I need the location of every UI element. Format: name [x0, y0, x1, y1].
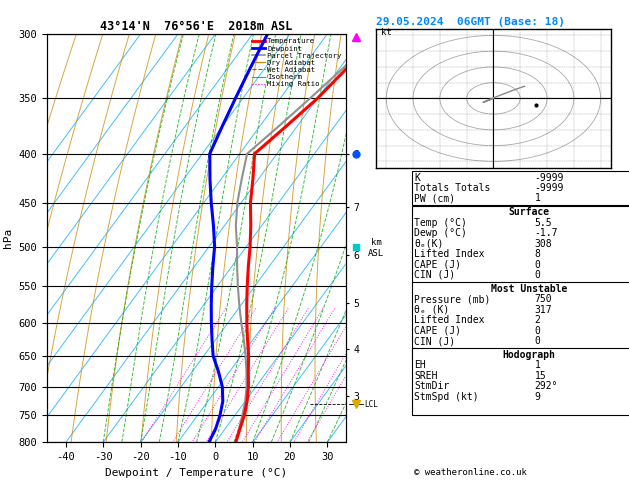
Text: 750: 750 [535, 294, 552, 304]
Text: 10: 10 [250, 442, 258, 447]
Title: 43°14'N  76°56'E  2018m ASL: 43°14'N 76°56'E 2018m ASL [101, 20, 292, 33]
Text: 6: 6 [225, 442, 229, 447]
Text: CAPE (J): CAPE (J) [414, 326, 461, 336]
Text: SREH: SREH [414, 371, 437, 381]
Text: 15: 15 [274, 442, 281, 447]
Text: 1: 1 [535, 193, 540, 204]
Text: Totals Totals: Totals Totals [414, 183, 490, 193]
Text: 1: 1 [140, 442, 143, 447]
Y-axis label: km
ASL: km ASL [368, 238, 384, 258]
Text: Lifted Index: Lifted Index [414, 249, 484, 259]
Text: StmDir: StmDir [414, 381, 449, 391]
Legend: Temperature, Dewpoint, Parcel Trajectory, Dry Adiabat, Wet Adiabat, Isotherm, Mi: Temperature, Dewpoint, Parcel Trajectory… [252, 37, 342, 88]
Text: 2: 2 [535, 315, 540, 325]
Text: θₑ(K): θₑ(K) [414, 239, 443, 249]
Text: 1: 1 [535, 361, 540, 370]
Text: 0: 0 [535, 326, 540, 336]
Text: Surface: Surface [509, 207, 550, 217]
Text: Hodograph: Hodograph [503, 350, 556, 360]
Text: 0: 0 [535, 336, 540, 346]
Text: LCL: LCL [365, 399, 379, 409]
Text: 9: 9 [535, 392, 540, 402]
Text: 15: 15 [535, 371, 547, 381]
Text: CAPE (J): CAPE (J) [414, 260, 461, 270]
Text: 0: 0 [535, 270, 540, 280]
Text: Temp (°C): Temp (°C) [414, 218, 467, 228]
Text: 3: 3 [190, 442, 194, 447]
Text: -9999: -9999 [535, 173, 564, 183]
Text: Dewp (°C): Dewp (°C) [414, 228, 467, 238]
Text: 0: 0 [535, 260, 540, 270]
Text: K: K [414, 173, 420, 183]
Text: -1.7: -1.7 [535, 228, 558, 238]
Text: 20: 20 [290, 442, 298, 447]
Text: 317: 317 [535, 305, 552, 315]
Text: 8: 8 [240, 442, 244, 447]
Text: CIN (J): CIN (J) [414, 270, 455, 280]
Text: -9999: -9999 [535, 183, 564, 193]
Text: CIN (J): CIN (J) [414, 336, 455, 346]
Text: EH: EH [414, 361, 426, 370]
Text: 25: 25 [303, 442, 311, 447]
Y-axis label: hPa: hPa [3, 228, 13, 248]
Text: Lifted Index: Lifted Index [414, 315, 484, 325]
Text: kt: kt [381, 29, 392, 37]
Text: © weatheronline.co.uk: © weatheronline.co.uk [414, 468, 526, 477]
Text: θₑ (K): θₑ (K) [414, 305, 449, 315]
Text: PW (cm): PW (cm) [414, 193, 455, 204]
Text: 8: 8 [535, 249, 540, 259]
Text: 292°: 292° [535, 381, 558, 391]
Text: 4: 4 [204, 442, 208, 447]
Text: 5.5: 5.5 [535, 218, 552, 228]
Text: 29.05.2024  06GMT (Base: 18): 29.05.2024 06GMT (Base: 18) [376, 17, 565, 27]
Text: Pressure (mb): Pressure (mb) [414, 294, 490, 304]
X-axis label: Dewpoint / Temperature (°C): Dewpoint / Temperature (°C) [106, 468, 287, 478]
Text: Most Unstable: Most Unstable [491, 284, 567, 294]
Text: StmSpd (kt): StmSpd (kt) [414, 392, 479, 402]
Text: 2: 2 [170, 442, 174, 447]
Text: 308: 308 [535, 239, 552, 249]
